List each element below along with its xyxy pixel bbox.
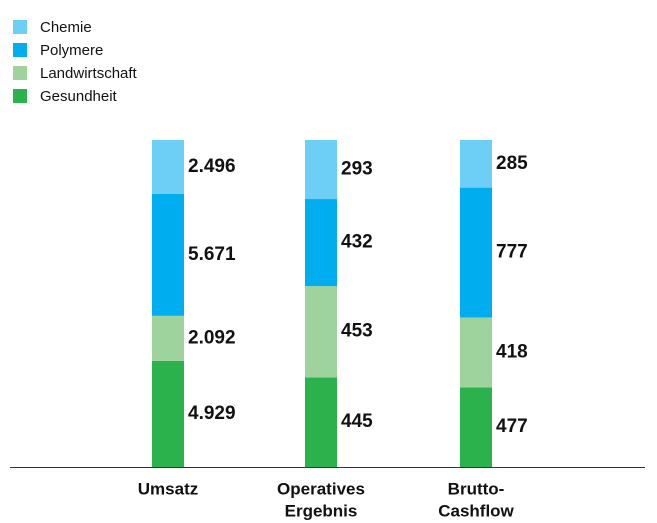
bar-segment: [305, 199, 337, 287]
x-tick-label: Operatives: [277, 479, 365, 498]
bar-segment: [305, 140, 337, 200]
value-label: 4.929: [188, 403, 236, 424]
value-label: 5.671: [188, 244, 236, 265]
value-label: 418: [496, 341, 528, 362]
value-label: 2.496: [188, 156, 236, 177]
value-label: 477: [496, 416, 528, 437]
value-label: 285: [496, 153, 528, 174]
x-tick-label: Ergebnis: [285, 501, 358, 520]
bar-segment: [460, 140, 492, 188]
x-tick-label: Cashflow: [438, 501, 514, 520]
bar-segment: [152, 315, 184, 361]
bar-segment: [460, 387, 492, 467]
x-tick-label: Brutto-: [448, 479, 505, 498]
legend-text: Landwirtschaft: [40, 65, 138, 82]
bar-segment: [152, 193, 184, 316]
x-tick-label: Umsatz: [138, 479, 198, 498]
bar-segment: [305, 377, 337, 467]
legend-text: Polymere: [40, 42, 103, 59]
bar-segment: [152, 140, 184, 194]
bar-segment: [305, 286, 337, 378]
legend-swatch: [13, 43, 27, 57]
legend-swatch: [13, 20, 27, 34]
value-label: 432: [341, 232, 373, 253]
value-label: 777: [496, 242, 528, 263]
legend-swatch: [13, 89, 27, 103]
value-label: 293: [341, 159, 373, 180]
bar-segment: [460, 187, 492, 318]
value-label: 453: [341, 321, 373, 342]
legend-text: Chemie: [40, 19, 92, 36]
value-label: 445: [341, 411, 373, 432]
bar-segment: [460, 317, 492, 388]
legend-text: Gesundheit: [40, 88, 118, 105]
legend-swatch: [13, 66, 27, 80]
bar-segment: [152, 360, 184, 467]
value-label: 2.092: [188, 327, 236, 348]
